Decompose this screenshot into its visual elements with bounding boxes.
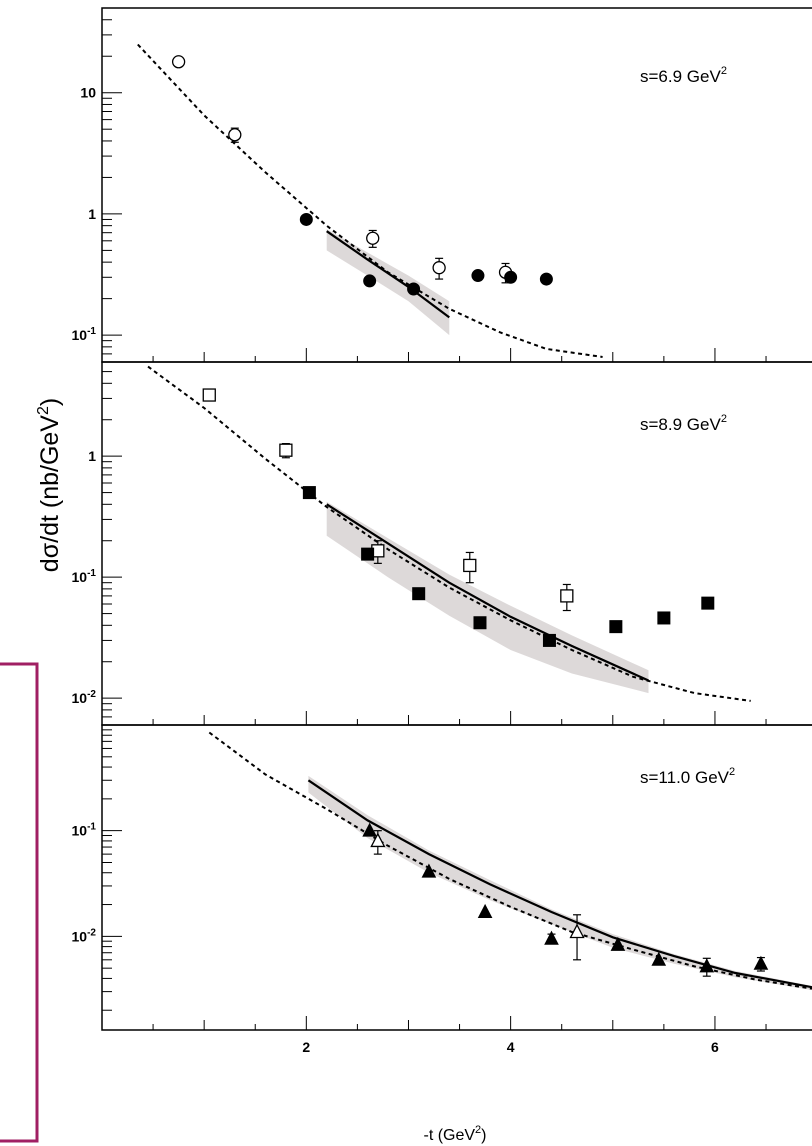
y-tick-exp: -1: [87, 568, 96, 579]
data-point: [228, 128, 242, 142]
data-point: [412, 587, 426, 601]
y-tick-label: 10-2: [72, 689, 97, 706]
x-axis-title-main: -t (GeV: [423, 1127, 475, 1144]
panel-content: [147, 365, 751, 702]
data-point: [463, 558, 477, 573]
data-point: [202, 388, 216, 402]
data-point: [473, 616, 487, 630]
y-tick-label: 10-2: [72, 927, 97, 944]
model-curve-dashed: [137, 43, 603, 358]
energy-label-sup: 2: [729, 766, 735, 778]
y-tick-label: 10-1: [72, 326, 97, 343]
panel-content: [208, 731, 812, 991]
uncertainty-band: [326, 229, 450, 336]
y-tick-label: 1: [88, 448, 96, 464]
model-curve-solid: [326, 230, 450, 319]
energy-label-main: s=6.9 GeV: [640, 67, 721, 86]
data-point: [699, 958, 715, 973]
data-point: [610, 936, 626, 951]
y-tick-base: 10: [72, 327, 88, 343]
y-tick-exp: -1: [87, 326, 96, 337]
data-point: [701, 596, 715, 610]
data-point: [370, 832, 386, 848]
y-tick-label: 10-1: [72, 568, 97, 585]
y-axis-title-main: dσ/dt (nb/GeV: [36, 415, 64, 573]
energy-label: s=11.0 GeV2: [640, 766, 735, 787]
panel-frame: [101, 7, 812, 363]
data-point: [560, 589, 574, 603]
data-point: [361, 547, 375, 561]
y-tick-label: 10: [80, 85, 96, 101]
data-point: [363, 274, 377, 288]
y-tick-label: 10-1: [72, 822, 97, 839]
data-point: [302, 486, 316, 500]
data-point: [477, 903, 493, 919]
data-point: [504, 270, 518, 284]
data-point: [753, 955, 769, 970]
x-axis-title: -t (GeV2): [423, 1124, 486, 1144]
data-point: [432, 261, 446, 275]
energy-label: s=6.9 GeV2: [640, 65, 727, 86]
energy-label-sup: 2: [721, 413, 727, 425]
panel-3: 10-110-2s=11.0 GeV2: [72, 724, 812, 1031]
data-point: [421, 863, 437, 878]
panel-2: 110-110-2s=8.9 GeV2: [72, 361, 812, 726]
y-tick-base: 10: [80, 85, 96, 101]
y-tick-base: 1: [88, 206, 96, 222]
y-tick-label: 1: [88, 206, 96, 222]
uncertainty-band: [326, 501, 649, 694]
uncertainty-band: [308, 775, 812, 991]
y-tick-base: 10: [72, 690, 88, 706]
y-tick-base: 10: [72, 823, 88, 839]
data-point: [407, 282, 421, 296]
x-tick-label: 6: [711, 1039, 719, 1055]
y-tick-base: 10: [72, 569, 88, 585]
y-tick-base: 1: [88, 448, 96, 464]
x-axis-title-close: ): [481, 1127, 486, 1144]
data-point: [366, 231, 380, 245]
y-tick-exp: -2: [87, 689, 96, 700]
data-point: [609, 620, 623, 634]
side-bracket: [0, 662, 39, 1143]
data-point: [544, 930, 559, 945]
x-axis-title-sup: 2: [475, 1124, 481, 1136]
data-point: [651, 951, 667, 966]
y-axis-title-sup: 2: [35, 406, 52, 415]
x-tick-label: 4: [507, 1039, 515, 1055]
model-curve-solid: [307, 779, 812, 989]
energy-label-main: s=8.9 GeV: [640, 415, 721, 434]
data-point: [299, 212, 313, 226]
y-tick-exp: -1: [87, 822, 96, 833]
x-tick-label: 2: [302, 1039, 310, 1055]
data-point: [471, 269, 485, 283]
model-curve-dashed: [208, 731, 812, 990]
energy-label: s=8.9 GeV2: [640, 413, 727, 434]
data-point: [542, 633, 556, 647]
energy-label-main: s=11.0 GeV: [640, 768, 730, 787]
data-point: [657, 611, 671, 625]
y-axis-title-close: ): [36, 398, 64, 406]
model-curve-dashed: [147, 365, 751, 702]
data-point: [279, 443, 293, 457]
panel-content: [137, 43, 603, 358]
energy-label-sup: 2: [721, 65, 727, 77]
data-point: [171, 55, 186, 69]
data-point: [362, 822, 377, 837]
data-point: [539, 272, 553, 286]
y-tick-base: 10: [72, 928, 88, 944]
model-curve-solid: [326, 503, 649, 682]
data-point: [569, 923, 585, 939]
y-tick-exp: -2: [87, 927, 96, 938]
panel-frame: [101, 724, 812, 1031]
y-axis-title: dσ/dt (nb/GeV2): [35, 398, 64, 572]
